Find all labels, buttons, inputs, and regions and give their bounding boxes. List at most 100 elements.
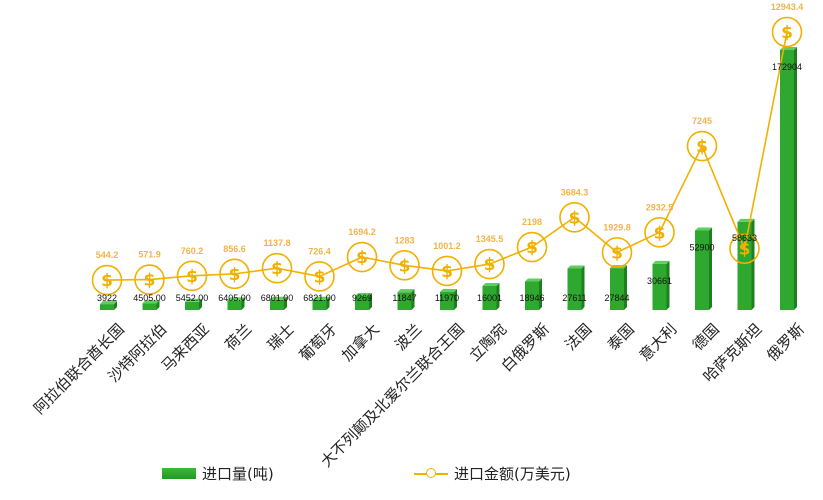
- amount-value-label: 1694.2: [348, 227, 376, 237]
- dollar-marker-icon: [644, 217, 675, 248]
- dollar-marker-icon: [219, 258, 250, 290]
- bar-value-label: 16001: [477, 293, 502, 303]
- bar-value-label: 3922: [97, 293, 117, 303]
- dollar-marker-icon: [559, 201, 590, 233]
- bar-top: [652, 260, 670, 264]
- bar-side: [156, 300, 160, 310]
- bar-top: [270, 296, 287, 300]
- amount-value-label: 544.2: [96, 250, 119, 260]
- amount-value-label: 1137.8: [263, 238, 290, 248]
- legend-item-volume[interactable]: 进口量(吨): [162, 463, 274, 484]
- category-label: 马来西亚: [158, 320, 213, 375]
- bar-top: [440, 289, 457, 293]
- bar-value-label: 11847: [392, 293, 416, 303]
- category-label: 德国: [689, 320, 723, 354]
- dollar-sign-icon: $: [101, 271, 113, 291]
- amount-value-label: 12943.4: [771, 2, 804, 12]
- bar: [397, 292, 412, 310]
- dollar-sign-icon: $: [356, 248, 368, 268]
- category-label: 意大利: [636, 320, 681, 365]
- bar-side: [114, 301, 117, 310]
- dollar-sign-icon: $: [484, 255, 496, 275]
- bar-top: [355, 293, 372, 297]
- legend-item-amount[interactable]: 进口金额(万美元): [414, 463, 571, 484]
- dollar-marker-icon: [601, 237, 633, 268]
- amount-value-label: 726.4: [308, 246, 331, 256]
- category-label: 波兰: [391, 320, 425, 354]
- amount-value-label: 7245: [692, 116, 712, 126]
- category-label: 法国: [561, 320, 595, 354]
- bar-top: [482, 282, 500, 286]
- dollar-marker-icon: [729, 233, 760, 265]
- bar-value-label: 27611: [562, 293, 586, 303]
- bar-top: [312, 296, 330, 300]
- bar-side: [709, 227, 712, 310]
- category-label: 俄罗斯: [763, 320, 808, 365]
- legend-line-swatch: [414, 468, 448, 479]
- bar-side: [199, 298, 202, 310]
- dollar-sign-icon: $: [314, 267, 326, 287]
- bar-top: [567, 265, 585, 269]
- dollar-sign-icon: $: [739, 240, 751, 260]
- category-label: 白俄罗斯: [498, 320, 553, 375]
- bar: [440, 292, 454, 310]
- bar-top: [695, 227, 712, 231]
- category-label: 瑞士: [264, 320, 298, 354]
- dollar-sign-icon: $: [229, 265, 241, 285]
- bar-side: [581, 265, 585, 310]
- bar-value-label: 30661: [647, 276, 672, 286]
- legend: 进口量(吨) 进口金额(万美元): [0, 463, 823, 493]
- dollar-marker-icon: [516, 231, 548, 263]
- dollar-marker-icon: [346, 241, 378, 273]
- dollar-marker-icon: [304, 261, 335, 292]
- bar: [100, 304, 114, 310]
- bar-top: [100, 301, 117, 305]
- bar-value-label: 58633: [732, 233, 757, 243]
- dollar-sign-icon: $: [569, 208, 581, 228]
- bar-side: [284, 296, 287, 310]
- bar-value-label: 18946: [519, 293, 544, 303]
- bar-top: [185, 298, 202, 302]
- bar-value-label: 11970: [435, 293, 459, 303]
- bar-side: [241, 297, 245, 310]
- dollar-marker-icon: [134, 264, 165, 295]
- category-label: 泰国: [604, 320, 638, 354]
- dollar-sign-icon: $: [144, 271, 156, 291]
- dollar-sign-icon: $: [441, 262, 453, 282]
- amount-value-label: 2198: [522, 217, 542, 227]
- bar: [652, 263, 667, 310]
- legend-volume-label: 进口量(吨): [202, 465, 274, 483]
- bar-value-label: 27844: [604, 293, 629, 303]
- dollar-marker-icon: [431, 255, 463, 287]
- bar-side: [794, 47, 797, 310]
- bar-side: [496, 282, 500, 310]
- dollar-sign-icon: $: [654, 223, 666, 243]
- bar-value-label: 6405.00: [218, 293, 251, 303]
- dollar-sign-icon: $: [781, 23, 793, 43]
- dollar-sign-icon: $: [696, 137, 708, 157]
- bar-value-label: 6821.00: [303, 293, 336, 303]
- bar: [185, 301, 199, 310]
- bar-side: [369, 293, 372, 310]
- amount-value-label: 856.6: [223, 244, 246, 254]
- bar-side: [326, 296, 330, 310]
- dollar-sign-icon: $: [399, 256, 411, 276]
- amount-value-label: 1283: [394, 235, 414, 245]
- legend-amount-label: 进口金额(万美元): [454, 465, 571, 483]
- bar-value-label: 5452.00: [176, 293, 209, 303]
- bar-side: [666, 260, 670, 310]
- dollar-sign-icon: $: [186, 267, 198, 287]
- dollar-marker-icon: [389, 250, 420, 281]
- bar-side: [411, 289, 415, 310]
- dollar-sign-icon: $: [526, 238, 538, 258]
- bar: [780, 50, 794, 310]
- bar: [355, 296, 369, 310]
- bar: [610, 268, 624, 310]
- bar: [142, 303, 157, 310]
- bar: [525, 281, 539, 310]
- bar-value-label: 172904: [772, 62, 802, 72]
- category-label: 荷兰: [221, 320, 255, 354]
- bar: [270, 299, 284, 310]
- bar-top: [525, 278, 542, 282]
